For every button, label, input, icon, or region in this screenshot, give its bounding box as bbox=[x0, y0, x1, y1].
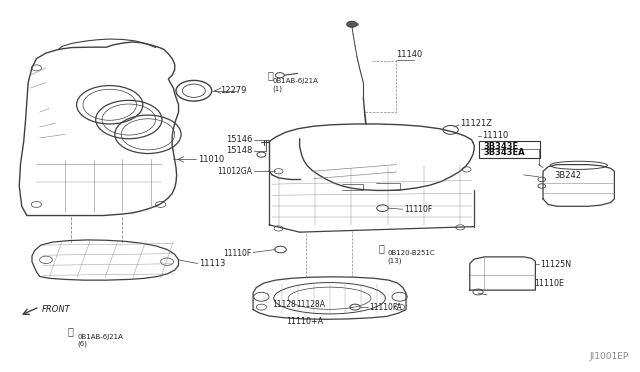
Text: 3B343E: 3B343E bbox=[484, 142, 519, 151]
Text: 11113: 11113 bbox=[199, 259, 225, 269]
Text: 11110: 11110 bbox=[482, 131, 508, 140]
Text: 11110F: 11110F bbox=[223, 249, 252, 258]
Text: 0B1AB-6J21A
(1): 0B1AB-6J21A (1) bbox=[273, 78, 319, 92]
Text: 0B120-B251C
(13): 0B120-B251C (13) bbox=[388, 250, 435, 264]
Text: 11110E: 11110E bbox=[534, 279, 564, 288]
Text: 11128A: 11128A bbox=[296, 300, 325, 310]
Text: 3B343EA: 3B343EA bbox=[484, 148, 525, 157]
Text: 11125N: 11125N bbox=[540, 260, 572, 269]
Text: 11128: 11128 bbox=[272, 300, 296, 310]
Text: 11110FA: 11110FA bbox=[369, 302, 402, 312]
Text: FRONT: FRONT bbox=[42, 305, 70, 314]
Text: 15148: 15148 bbox=[226, 147, 252, 155]
Text: 11140: 11140 bbox=[396, 49, 422, 59]
Text: 11121Z: 11121Z bbox=[460, 119, 492, 128]
Text: JI1001EP: JI1001EP bbox=[590, 352, 629, 361]
Text: 15146: 15146 bbox=[226, 135, 252, 144]
Text: Ⓑ: Ⓑ bbox=[378, 243, 384, 253]
Text: Ⓑ: Ⓑ bbox=[67, 326, 73, 336]
Text: 11110F: 11110F bbox=[404, 205, 433, 214]
Text: Ⓑ: Ⓑ bbox=[268, 70, 274, 80]
Text: 3B242: 3B242 bbox=[554, 171, 582, 180]
Text: 12279: 12279 bbox=[221, 86, 247, 94]
Text: 11010: 11010 bbox=[198, 155, 224, 164]
Text: 0B1AB-6J21A
(6): 0B1AB-6J21A (6) bbox=[78, 334, 124, 347]
Circle shape bbox=[347, 21, 357, 27]
Text: 11012GA: 11012GA bbox=[218, 167, 252, 176]
Text: 11110+A: 11110+A bbox=[286, 317, 323, 326]
FancyBboxPatch shape bbox=[479, 141, 540, 158]
